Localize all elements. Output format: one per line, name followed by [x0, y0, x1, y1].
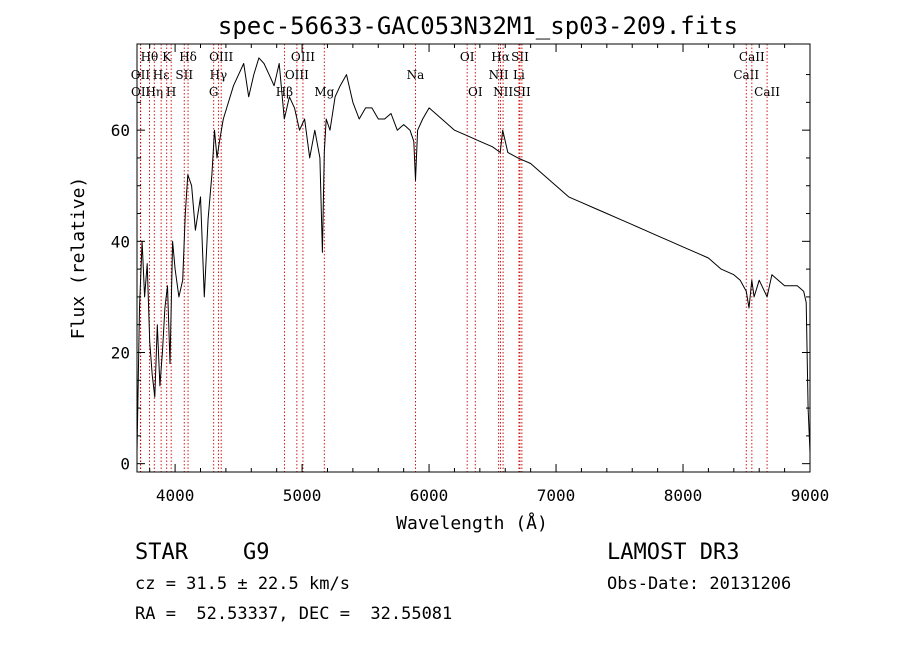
- line-marker-label: SII: [175, 68, 193, 82]
- y-axis-label: Flux (relative): [68, 177, 89, 340]
- y-tick-label: 60: [111, 121, 130, 140]
- line-marker-label: OII: [131, 85, 151, 99]
- redshift-cz: cz = 31.5 ± 22.5 km/s: [135, 574, 350, 594]
- line-marker-label: K: [162, 50, 172, 64]
- line-marker-label: Hβ: [276, 85, 293, 99]
- line-marker-label: SII: [513, 85, 531, 99]
- x-tick-label: 9000: [791, 486, 830, 505]
- observation-date: Obs-Date: 20131206: [607, 574, 792, 594]
- coordinates: RA = 52.53337, DEC = 32.55081: [135, 604, 453, 624]
- y-tick-label: 0: [120, 455, 130, 474]
- spectrum-series: [136, 57, 811, 453]
- line-marker-label: G: [209, 85, 219, 99]
- line-marker-label: H: [166, 85, 176, 99]
- emission-line-markers: HθOIIOIIHηHεKHSIIHδGHγOIIIHβOIIIOIIIMgNa…: [131, 44, 780, 472]
- line-marker-label: NII: [489, 68, 509, 82]
- x-tick-label: 6000: [410, 486, 449, 505]
- line-marker-label: SII: [511, 50, 529, 64]
- line-marker-label: OIII: [285, 68, 309, 82]
- y-tick-label: 20: [111, 343, 130, 362]
- x-tick-label: 4000: [156, 486, 195, 505]
- line-marker-label: Li: [513, 68, 525, 82]
- x-tick-label: 5000: [283, 486, 322, 505]
- line-marker-label: OIII: [291, 50, 315, 64]
- object-class: STAR: [135, 540, 188, 565]
- line-marker-label: Hδ: [179, 50, 197, 64]
- line-marker-label: CaII: [739, 50, 765, 64]
- line-marker-label: Na: [407, 68, 425, 82]
- survey-name: LAMOST DR3: [607, 540, 740, 565]
- line-marker-label: Hα: [491, 50, 510, 64]
- plot-frame: [136, 43, 811, 473]
- line-marker-label: Hη: [145, 85, 163, 99]
- line-marker-label: Hε: [153, 68, 170, 82]
- line-marker-label: OI: [460, 50, 475, 64]
- axis-ticks: 4000 5000 6000 7000 8000 9000 0 20 40 60: [111, 44, 830, 505]
- x-axis-label: Wavelength (Å): [396, 512, 548, 534]
- object-subclass: G9: [243, 540, 270, 565]
- line-marker-label: OI: [468, 85, 483, 99]
- line-marker-label: OIII: [209, 50, 233, 64]
- line-marker-label: CaII: [733, 68, 759, 82]
- x-tick-label: 8000: [664, 486, 703, 505]
- line-marker-label: NII: [493, 85, 513, 99]
- spectrum-line: [136, 57, 811, 453]
- line-marker-label: CaII: [754, 85, 780, 99]
- line-marker-label: Hθ: [141, 50, 159, 64]
- line-marker-label: Mg: [314, 85, 334, 99]
- chart-title: spec-56633-GAC053N32M1_sp03-209.fits: [218, 12, 738, 40]
- y-tick-label: 40: [111, 232, 130, 251]
- x-tick-label: 7000: [537, 486, 576, 505]
- line-marker-label: Hγ: [210, 68, 228, 82]
